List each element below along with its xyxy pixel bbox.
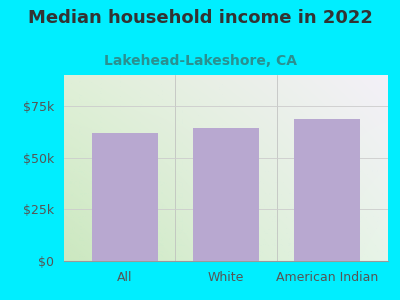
Bar [294,119,360,261]
Bar [193,128,259,261]
Text: Median household income in 2022: Median household income in 2022 [28,9,372,27]
Text: Lakehead-Lakeshore, CA: Lakehead-Lakeshore, CA [104,54,296,68]
Bar [92,133,158,261]
